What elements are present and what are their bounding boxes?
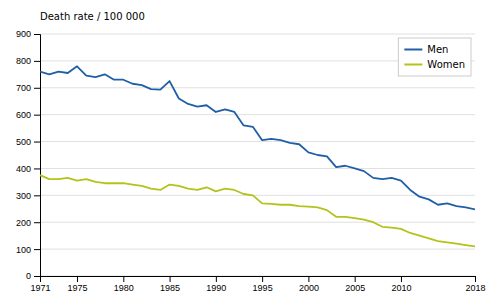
- tick-mark: [34, 88, 40, 89]
- tick-label: 800: [16, 56, 31, 66]
- tick-mark: [262, 276, 263, 282]
- tick: 1975: [68, 276, 88, 293]
- tick: 1980: [114, 276, 134, 293]
- tick-label: 0: [26, 271, 31, 281]
- tick: 1990: [206, 276, 226, 293]
- plot-area: 1971197519801985199019952000200520102018…: [16, 29, 486, 293]
- tick-label: 400: [16, 164, 31, 174]
- grid-line: [40, 249, 475, 250]
- grid-line: [40, 222, 475, 223]
- tick: 500: [16, 137, 40, 147]
- tick-label: 2005: [345, 283, 365, 293]
- tick-mark: [34, 276, 40, 277]
- grid-line: [40, 87, 475, 88]
- legend-box: [398, 38, 471, 76]
- tick-mark: [216, 276, 217, 282]
- tick-mark: [308, 276, 309, 282]
- series-line: [40, 175, 475, 246]
- tick: 1985: [160, 276, 180, 293]
- tick-label: 1995: [253, 283, 273, 293]
- tick: 2005: [345, 276, 365, 293]
- tick-label: 300: [16, 191, 31, 201]
- axis-line: [41, 277, 476, 283]
- legend: Men Women: [398, 38, 471, 76]
- tick-mark: [34, 142, 40, 143]
- tick: 200: [16, 218, 40, 228]
- y-axis: 0 100 200 300 400 500 600 700 800 900: [16, 29, 41, 281]
- tick-mark: [401, 276, 402, 282]
- tick: 700: [16, 83, 40, 93]
- tick: 100: [16, 244, 40, 254]
- series-line: [40, 66, 475, 209]
- tick: 600: [16, 110, 40, 120]
- tick-label: 1980: [114, 283, 134, 293]
- tick-label: 1971: [30, 283, 50, 293]
- tick-label: 700: [16, 83, 31, 93]
- tick: 1971: [30, 276, 50, 293]
- tick-mark: [34, 168, 40, 169]
- tick-label: 500: [16, 137, 31, 147]
- tick-label: 600: [16, 110, 31, 120]
- tick-mark: [77, 276, 78, 282]
- lines: [40, 66, 475, 246]
- tick-label: 2000: [299, 283, 319, 293]
- tick-label: 900: [16, 29, 31, 39]
- legend-item: Women: [404, 59, 465, 70]
- tick: 2000: [299, 276, 319, 293]
- tick-label: 2018: [465, 283, 485, 293]
- tick: 2018: [465, 276, 485, 293]
- tick-mark: [34, 34, 40, 35]
- tick-mark: [123, 276, 124, 282]
- tick-mark: [475, 276, 476, 282]
- y-axis-title: Death rate / 100 000: [40, 11, 145, 22]
- tick: 400: [16, 164, 40, 174]
- x-axis: 1971 1975 1980 1985 1990 1995 2000 2005 2010 2018: [30, 276, 485, 293]
- tick-label: 1975: [68, 283, 88, 293]
- tick-label: 200: [16, 218, 31, 228]
- grid-line: [40, 114, 475, 115]
- tick: 300: [16, 191, 40, 201]
- chart: 1971197519801985199019952000200520102018…: [0, 0, 491, 302]
- axis-line: [34, 35, 41, 277]
- tick: 1995: [253, 276, 273, 293]
- tick-mark: [34, 249, 40, 250]
- legend-swatch: [404, 49, 422, 51]
- legend-item: Men: [404, 44, 448, 55]
- tick-label: 2010: [391, 283, 411, 293]
- tick-mark: [34, 222, 40, 223]
- tick: 0: [26, 271, 40, 281]
- tick-mark: [34, 115, 40, 116]
- tick: 900: [16, 29, 40, 39]
- grid-line: [40, 195, 475, 196]
- tick-mark: [355, 276, 356, 282]
- grid-line: [40, 141, 475, 142]
- tick-label: 100: [16, 244, 31, 254]
- tick: 800: [16, 56, 40, 66]
- tick-label: 1990: [206, 283, 226, 293]
- grid: [40, 34, 475, 276]
- tick: 2010: [391, 276, 411, 293]
- tick-label: 1985: [160, 283, 180, 293]
- legend-label: Men: [427, 44, 448, 55]
- tick-mark: [34, 195, 40, 196]
- tick-mark: [34, 61, 40, 62]
- grid-line: [40, 168, 475, 169]
- legend-swatch: [404, 64, 422, 66]
- tick-mark: [170, 276, 171, 282]
- legend-label: Women: [427, 59, 465, 70]
- grid-line: [40, 34, 475, 35]
